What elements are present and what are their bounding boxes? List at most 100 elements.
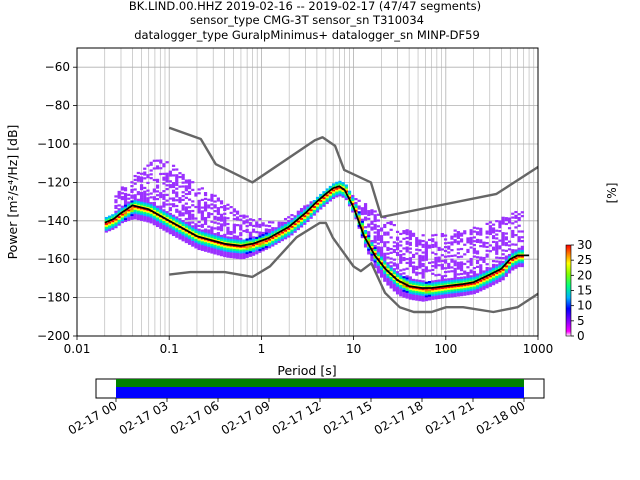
- heatmap-cell: [252, 231, 255, 233]
- heatmap-cell: [191, 181, 194, 183]
- heatmap-cell: [233, 239, 236, 241]
- heatmap-cell: [412, 288, 415, 290]
- heatmap-cell: [470, 271, 473, 273]
- heatmap-cell: [383, 276, 386, 278]
- heatmap-cell: [518, 257, 521, 259]
- heatmap-cell: [230, 241, 233, 243]
- heatmap-cell: [441, 248, 444, 250]
- heatmap-cell: [450, 261, 453, 263]
- heatmap-cell: [156, 223, 159, 225]
- heatmap-cell: [470, 275, 473, 277]
- heatmap-cell: [220, 229, 223, 231]
- heatmap-cell: [434, 297, 437, 299]
- heatmap-cell: [262, 222, 265, 224]
- heatmap-cell: [252, 236, 255, 238]
- heatmap-cell: [175, 184, 178, 186]
- heatmap-cell: [201, 218, 204, 220]
- heatmap-cell: [178, 235, 181, 237]
- x-tick-label: 100: [434, 342, 457, 356]
- heatmap-cell: [447, 278, 450, 280]
- colorbar-tick-label: 10: [577, 299, 592, 313]
- heatmap-cell: [431, 261, 434, 263]
- heatmap-cell: [393, 249, 396, 251]
- heatmap-cell: [223, 247, 226, 249]
- colorbar-tick-label: 0: [577, 329, 585, 343]
- heatmap-cell: [460, 256, 463, 258]
- heatmap-cell: [252, 240, 255, 242]
- heatmap-cell: [431, 298, 434, 300]
- heatmap-cell: [386, 222, 389, 224]
- heatmap-cell: [194, 206, 197, 208]
- heatmap-cell: [121, 196, 124, 198]
- heatmap-cell: [444, 267, 447, 269]
- heatmap-cell: [492, 247, 495, 249]
- heatmap-cell: [444, 292, 447, 294]
- heatmap-cell: [278, 225, 281, 227]
- heatmap-cell: [310, 201, 313, 203]
- heatmap-cell: [415, 243, 418, 245]
- heatmap-cell: [457, 287, 460, 289]
- heatmap-cell: [252, 252, 255, 254]
- heatmap-cell: [271, 231, 274, 233]
- heatmap-cell: [402, 292, 405, 294]
- heatmap-cell: [441, 294, 444, 296]
- heatmap-cell: [182, 174, 185, 176]
- heatmap-cell: [422, 275, 425, 277]
- heatmap-cell: [127, 201, 130, 203]
- heatmap-cell: [146, 190, 149, 192]
- heatmap-cell: [502, 249, 505, 251]
- heatmap-cell: [303, 223, 306, 225]
- heatmap-cell: [175, 220, 178, 222]
- heatmap-cell: [178, 186, 181, 188]
- heatmap-cell: [191, 204, 194, 206]
- heatmap-cell: [217, 207, 220, 209]
- heatmap-cell: [505, 275, 508, 277]
- heatmap-cell: [498, 265, 501, 267]
- heatmap-cell: [431, 280, 434, 282]
- heatmap-cell: [175, 209, 178, 211]
- heatmap-cell: [137, 180, 140, 182]
- heatmap-cell: [482, 259, 485, 261]
- heatmap-cell: [428, 296, 431, 298]
- heatmap-cell: [473, 231, 476, 233]
- heatmap-cell: [105, 228, 108, 230]
- heatmap-cell: [479, 245, 482, 247]
- heatmap-cell: [406, 243, 409, 245]
- heatmap-cell: [492, 268, 495, 270]
- heatmap-cell: [502, 272, 505, 274]
- heatmap-cell: [198, 248, 201, 250]
- heatmap-cell: [514, 251, 517, 253]
- heatmap-cell: [454, 291, 457, 293]
- heatmap-cell: [390, 281, 393, 283]
- heatmap-cell: [476, 231, 479, 233]
- heatmap-cell: [396, 254, 399, 256]
- heatmap-cell: [495, 251, 498, 253]
- heatmap-cell: [166, 188, 169, 190]
- heatmap-cell: [130, 212, 133, 214]
- heatmap-cell: [188, 227, 191, 229]
- heatmap-cell: [409, 282, 412, 284]
- heatmap-cell: [338, 188, 341, 190]
- heatmap-cell: [140, 198, 143, 200]
- heatmap-cell: [268, 225, 271, 227]
- heatmap-cell: [454, 289, 457, 291]
- heatmap-cell: [178, 176, 181, 178]
- heatmap-cell: [409, 292, 412, 294]
- heatmap-cell: [172, 199, 175, 201]
- heatmap-cell: [521, 257, 524, 259]
- heatmap-cell: [162, 198, 165, 200]
- heatmap-cell: [290, 233, 293, 235]
- heatmap-cell: [406, 268, 409, 270]
- heatmap-cell: [182, 224, 185, 226]
- heatmap-cell: [239, 238, 242, 240]
- heatmap-cell: [118, 195, 121, 197]
- heatmap-cell: [214, 248, 217, 250]
- heatmap-cell: [422, 273, 425, 275]
- heatmap-cell: [364, 226, 367, 228]
- heatmap-cell: [175, 218, 178, 220]
- heatmap-cell: [207, 204, 210, 206]
- heatmap-cell: [370, 257, 373, 259]
- heatmap-cell: [153, 208, 156, 210]
- heatmap-cell: [450, 259, 453, 261]
- heatmap-cell: [146, 213, 149, 215]
